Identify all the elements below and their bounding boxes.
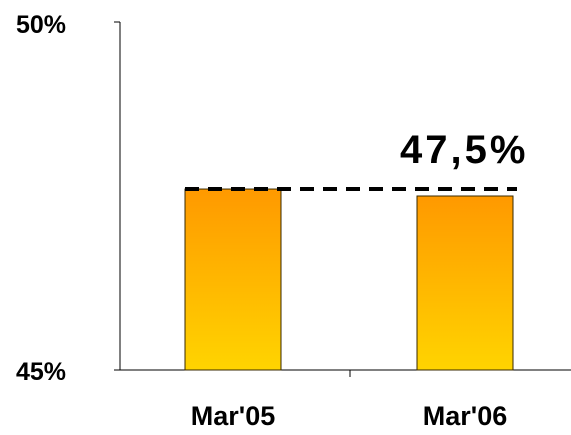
category-labels: Mar'05 Mar'06 — [191, 401, 507, 431]
bar-1 — [184, 188, 282, 371]
bars-group — [184, 188, 514, 371]
y-tick-label-max: 50% — [16, 11, 66, 39]
bar-2 — [416, 195, 514, 371]
axis-ticks — [114, 21, 351, 377]
y-tick-label-min: 45% — [16, 358, 66, 386]
category-label-2: Mar'06 — [423, 401, 507, 431]
category-label-1: Mar'05 — [191, 401, 275, 431]
value-annotation: 47,5% — [400, 128, 528, 172]
